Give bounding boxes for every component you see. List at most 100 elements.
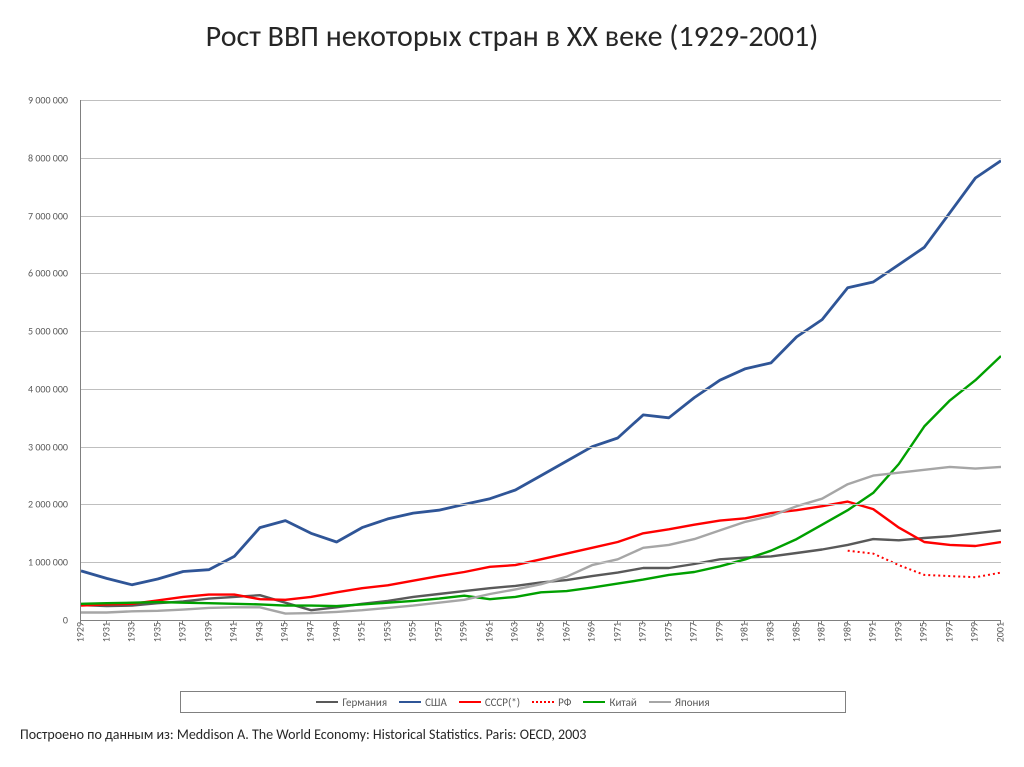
x-tick <box>284 620 285 624</box>
x-tick-label: 1939 <box>201 622 214 642</box>
y-tick-label: 1 000 000 <box>8 556 68 569</box>
slide: Рост ВВП некоторых стран в XX веке (1929… <box>0 0 1024 767</box>
source-text: Построено по данным из: Meddison A. The … <box>20 726 586 743</box>
x-tick <box>796 620 797 624</box>
x-tick <box>949 620 950 624</box>
y-tick-label: 4 000 000 <box>8 382 68 395</box>
x-tick-label: 1967 <box>559 622 572 642</box>
legend-item: США <box>399 696 447 709</box>
x-tick <box>463 620 464 624</box>
x-tick-label: 1981 <box>738 622 751 642</box>
legend-label: СССР(*) <box>485 696 520 709</box>
x-axis: 1929193119331935193719391941194319451947… <box>80 622 1000 666</box>
series-line <box>81 530 1001 610</box>
legend-label: Германия <box>342 696 387 709</box>
x-tick <box>591 620 592 624</box>
legend-swatch <box>459 701 481 703</box>
legend-label: Китай <box>609 696 636 709</box>
x-tick-label: 1935 <box>150 622 163 642</box>
legend-label: Япония <box>675 696 710 709</box>
y-tick-label: 8 000 000 <box>8 151 68 164</box>
series-line <box>81 356 1001 606</box>
series-line <box>81 161 1001 585</box>
x-tick-label: 1975 <box>661 622 674 642</box>
x-tick-label: 1983 <box>764 622 777 642</box>
x-tick <box>719 620 720 624</box>
x-tick-label: 1937 <box>176 622 189 642</box>
gridline <box>81 389 1001 390</box>
y-tick-label: 7 000 000 <box>8 209 68 222</box>
x-tick-label: 1949 <box>329 622 342 642</box>
x-tick <box>1000 620 1001 624</box>
x-tick <box>617 620 618 624</box>
gridline <box>81 562 1001 563</box>
x-tick <box>668 620 669 624</box>
x-tick <box>387 620 388 624</box>
x-tick <box>514 620 515 624</box>
x-tick <box>131 620 132 624</box>
x-tick-label: 1973 <box>636 622 649 642</box>
legend-swatch <box>316 701 338 703</box>
lines-svg <box>81 100 1001 620</box>
x-tick-label: 1971 <box>610 622 623 642</box>
gridline <box>81 331 1001 332</box>
legend-swatch <box>399 701 421 703</box>
x-tick <box>361 620 362 624</box>
gridline <box>81 216 1001 217</box>
legend-swatch <box>649 701 671 703</box>
gridline <box>81 504 1001 505</box>
x-tick-label: 1995 <box>917 622 930 642</box>
x-tick-label: 1957 <box>431 622 444 642</box>
x-tick <box>336 620 337 624</box>
x-tick-label: 1963 <box>508 622 521 642</box>
gridline <box>81 273 1001 274</box>
x-tick-label: 1951 <box>355 622 368 642</box>
x-tick <box>310 620 311 624</box>
x-tick-label: 1959 <box>457 622 470 642</box>
x-tick-label: 1929 <box>74 622 87 642</box>
x-tick-label: 1943 <box>252 622 265 642</box>
x-tick-label: 1933 <box>125 622 138 642</box>
x-tick-label: 1993 <box>891 622 904 642</box>
x-tick-label: 1961 <box>482 622 495 642</box>
x-tick <box>642 620 643 624</box>
legend-item: РФ <box>532 696 571 709</box>
x-tick <box>566 620 567 624</box>
x-tick <box>974 620 975 624</box>
y-tick-label: 5 000 000 <box>8 325 68 338</box>
chart: 01 000 0002 000 0003 000 0004 000 0005 0… <box>14 90 1010 666</box>
x-tick <box>80 620 81 624</box>
x-tick <box>208 620 209 624</box>
x-tick-label: 1955 <box>406 622 419 642</box>
legend-item: СССР(*) <box>459 696 520 709</box>
x-tick-label: 1999 <box>968 622 981 642</box>
x-tick <box>438 620 439 624</box>
legend-item: Китай <box>583 696 636 709</box>
x-tick-label: 1977 <box>687 622 700 642</box>
x-tick-label: 1979 <box>712 622 725 642</box>
x-tick-label: 1947 <box>304 622 317 642</box>
x-tick <box>157 620 158 624</box>
x-tick <box>847 620 848 624</box>
series-line <box>81 502 1001 606</box>
x-tick <box>489 620 490 624</box>
x-tick <box>872 620 873 624</box>
x-tick-label: 1997 <box>942 622 955 642</box>
x-tick <box>770 620 771 624</box>
gridline <box>81 100 1001 101</box>
x-tick <box>744 620 745 624</box>
x-tick-label: 2001 <box>994 622 1007 642</box>
x-tick-label: 1969 <box>585 622 598 642</box>
x-tick <box>259 620 260 624</box>
plot-area <box>80 100 1001 621</box>
series-line <box>848 551 1001 578</box>
x-tick <box>106 620 107 624</box>
y-tick-label: 3 000 000 <box>8 440 68 453</box>
x-tick-label: 1985 <box>789 622 802 642</box>
legend-label: США <box>425 696 447 709</box>
y-tick-label: 9 000 000 <box>8 94 68 107</box>
y-tick-label: 6 000 000 <box>8 267 68 280</box>
x-tick-label: 1953 <box>380 622 393 642</box>
x-tick-label: 1941 <box>227 622 240 642</box>
x-tick <box>898 620 899 624</box>
